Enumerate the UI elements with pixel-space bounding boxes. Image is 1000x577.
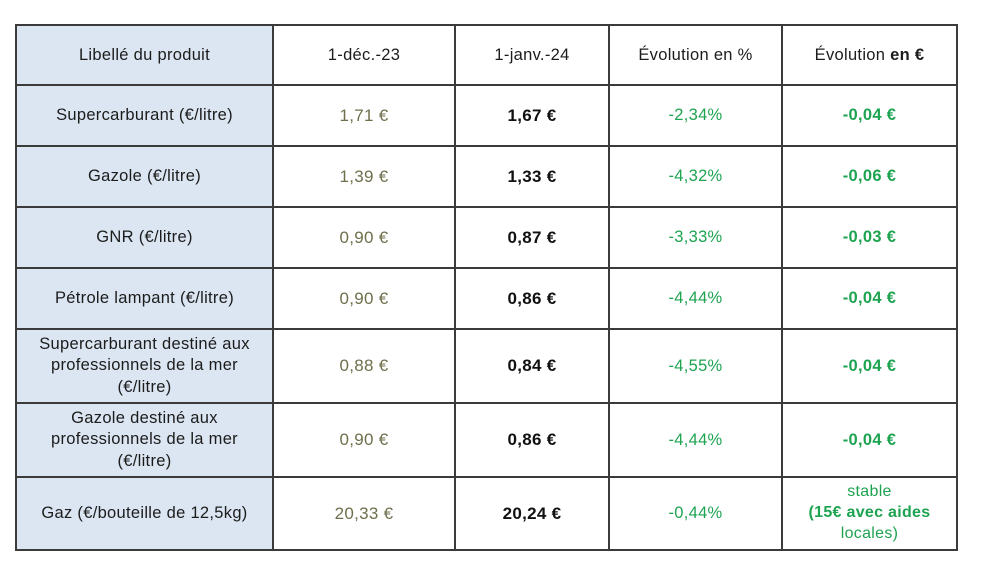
evolution-pct: -2,34% xyxy=(608,84,783,147)
product-label: Gaz (€/bouteille de 12,5kg) xyxy=(15,476,274,551)
product-label: Supercarburant (€/litre) xyxy=(15,84,274,147)
price-jan: 1,67 € xyxy=(454,84,610,147)
price-dec: 1,71 € xyxy=(272,84,456,147)
table-row-gazole: Gazole (€/litre) 1,39 € 1,33 € -4,32% -0… xyxy=(15,145,958,208)
evolution-eur-stable-line2: (15€ avec aides xyxy=(808,504,931,522)
price-dec: 0,88 € xyxy=(272,328,456,404)
table-row-supercarburant-mer: Supercarburant destiné aux professionnel… xyxy=(15,328,958,404)
product-label: Pétrole lampant (€/litre) xyxy=(15,267,274,330)
product-label: Supercarburant destiné aux professionnel… xyxy=(15,328,274,404)
evolution-eur: -0,04 € xyxy=(781,402,958,478)
evolution-pct: -4,55% xyxy=(608,328,783,404)
price-jan: 0,86 € xyxy=(454,267,610,330)
evolution-eur: -0,03 € xyxy=(781,206,958,269)
evolution-eur: -0,04 € xyxy=(781,267,958,330)
col-header-date-dec: 1-déc.-23 xyxy=(272,24,456,86)
product-label: Gazole (€/litre) xyxy=(15,145,274,208)
price-jan: 0,84 € xyxy=(454,328,610,404)
evolution-pct: -0,44% xyxy=(608,476,783,551)
col-header-evolution-eur-prefix: Évolution xyxy=(814,45,891,64)
evolution-eur-stable-line3: locales) xyxy=(840,524,899,542)
col-header-evolution-eur: Évolution en € xyxy=(781,24,958,86)
table-row-gaz: Gaz (€/bouteille de 12,5kg) 20,33 € 20,2… xyxy=(15,476,958,551)
evolution-eur: -0,04 € xyxy=(781,84,958,147)
col-header-evolution-pct: Évolution en % xyxy=(608,24,783,86)
table-row-petrole-lampant: Pétrole lampant (€/litre) 0,90 € 0,86 € … xyxy=(15,267,958,330)
evolution-eur-stable: stable (15€ avec aides locales) xyxy=(781,476,958,551)
price-dec: 0,90 € xyxy=(272,206,456,269)
evolution-eur-stable-line1: stable xyxy=(847,483,892,501)
product-label: GNR (€/litre) xyxy=(15,206,274,269)
evolution-eur: -0,06 € xyxy=(781,145,958,208)
table-row-gazole-mer: Gazole destiné aux professionnels de la … xyxy=(15,402,958,478)
table-row-gnr: GNR (€/litre) 0,90 € 0,87 € -3,33% -0,03… xyxy=(15,206,958,269)
price-jan: 0,87 € xyxy=(454,206,610,269)
col-header-product: Libellé du produit xyxy=(15,24,274,86)
col-header-evolution-eur-bold: en € xyxy=(890,45,925,64)
evolution-pct: -4,32% xyxy=(608,145,783,208)
price-dec: 0,90 € xyxy=(272,402,456,478)
header-row: Libellé du produit 1-déc.-23 1-janv.-24 … xyxy=(15,24,958,86)
table-row-supercarburant: Supercarburant (€/litre) 1,71 € 1,67 € -… xyxy=(15,84,958,147)
evolution-pct: -3,33% xyxy=(608,206,783,269)
price-jan: 20,24 € xyxy=(454,476,610,551)
evolution-eur: -0,04 € xyxy=(781,328,958,404)
price-dec: 20,33 € xyxy=(272,476,456,551)
price-jan: 0,86 € xyxy=(454,402,610,478)
col-header-date-jan: 1-janv.-24 xyxy=(454,24,610,86)
evolution-pct: -4,44% xyxy=(608,267,783,330)
evolution-pct: -4,44% xyxy=(608,402,783,478)
fuel-price-table: Libellé du produit 1-déc.-23 1-janv.-24 … xyxy=(15,24,958,551)
price-dec: 0,90 € xyxy=(272,267,456,330)
price-jan: 1,33 € xyxy=(454,145,610,208)
price-dec: 1,39 € xyxy=(272,145,456,208)
product-label: Gazole destiné aux professionnels de la … xyxy=(15,402,274,478)
